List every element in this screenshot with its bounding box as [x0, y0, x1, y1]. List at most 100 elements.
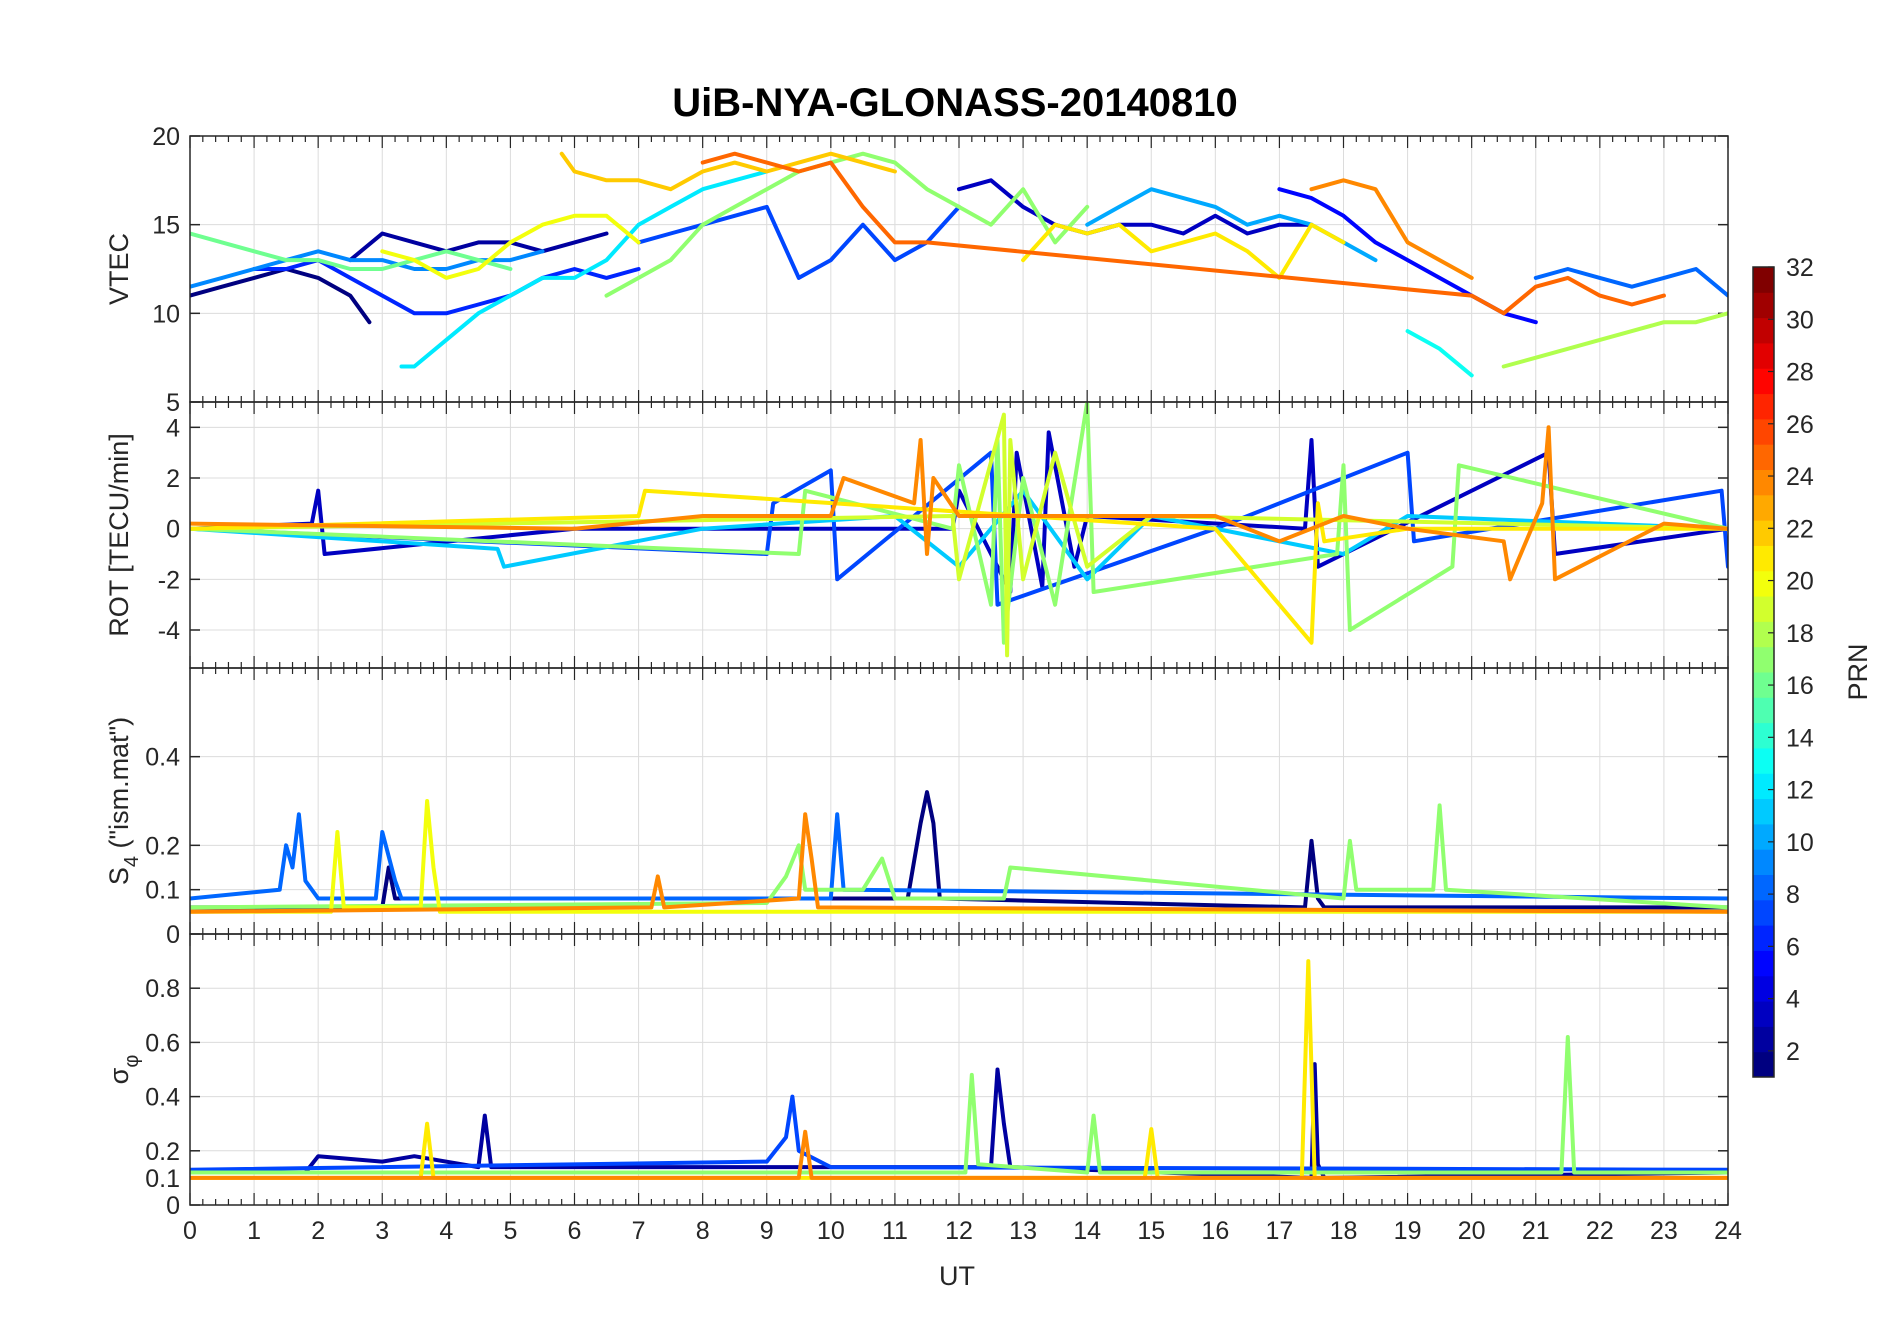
colorbar-tick-label: 32 — [1786, 254, 1814, 282]
y-tick-label: 0.4 — [145, 744, 180, 772]
series-line-prn-24 — [190, 812, 1728, 914]
colorbar-tick-label: 16 — [1786, 672, 1814, 700]
series-line-prn-1 — [190, 790, 1728, 910]
series-line-prn-13 — [1405, 329, 1474, 378]
colorbar-tick-label: 8 — [1786, 881, 1800, 909]
y-tick-label: 0 — [166, 516, 180, 544]
series-line-prn-3 — [190, 430, 1728, 594]
series-line-prn-24 — [1309, 178, 1474, 280]
x-tick-label: 23 — [1650, 1217, 1678, 1245]
panel-s4: 00.10.20.4S4 ("ism.mat") — [104, 667, 1729, 949]
colorbar-tick-label: 18 — [1786, 620, 1814, 648]
colorbar-segment — [1753, 292, 1774, 319]
colorbar-tick-label: 20 — [1786, 568, 1814, 596]
y-axis-label-rest: ("ism.mat") — [104, 717, 134, 856]
y-tick-label: 0.1 — [145, 877, 180, 905]
colorbar-segment — [1753, 494, 1774, 521]
y-tick-label: 5 — [166, 389, 180, 417]
y-tick-label: 2 — [166, 465, 180, 493]
x-tick-label: 7 — [632, 1217, 646, 1245]
series-line-prn-3 — [957, 178, 1314, 236]
y-axis-label-vtec: VTEC — [104, 233, 134, 305]
colorbar-tick-label: 22 — [1786, 515, 1814, 543]
x-tick-label: 10 — [817, 1217, 845, 1245]
x-tick-label: 1 — [247, 1217, 261, 1245]
series-line-prn-8 — [1533, 267, 1728, 298]
colorbar-segment — [1753, 646, 1774, 673]
series-line-prn-11 — [190, 488, 1728, 582]
colorbar-segment — [1753, 317, 1774, 344]
y-tick-label: 15 — [152, 212, 180, 240]
series-line-prn-21 — [190, 959, 1728, 1180]
chart-title: UiB-NYA-GLONASS-20140810 — [672, 81, 1237, 125]
colorbar-segment — [1753, 849, 1774, 875]
colorbar-segment — [1753, 950, 1774, 977]
x-tick-label: 20 — [1458, 1217, 1486, 1245]
x-tick-label: 12 — [945, 1217, 973, 1245]
colorbar-segment — [1753, 773, 1774, 800]
series-line-prn-22 — [559, 151, 897, 192]
x-tick-label: 14 — [1073, 1217, 1101, 1245]
colorbar-segment — [1753, 393, 1774, 420]
y-axis-label-rot: ROT [TECU/min] — [104, 433, 134, 637]
y-tick-label: 0.1 — [145, 1165, 180, 1193]
series-line-prn-17 — [190, 803, 1728, 910]
y-tick-label: 10 — [152, 300, 180, 328]
colorbar-segment — [1753, 925, 1774, 951]
x-tick-label: 17 — [1266, 1217, 1294, 1245]
x-tick-label: 5 — [503, 1217, 517, 1245]
colorbar-segment — [1753, 342, 1774, 369]
x-tick-label: 6 — [568, 1217, 582, 1245]
colorbar-segment — [1753, 444, 1774, 470]
colorbar-segment — [1753, 798, 1774, 825]
colorbar-tick-label: 30 — [1786, 306, 1814, 334]
colorbar-label: PRN — [1843, 643, 1873, 700]
colorbar-segment — [1753, 823, 1774, 850]
series-line-prn-18 — [1501, 311, 1728, 369]
series-line-prn-20 — [380, 213, 641, 280]
colorbar-tick-label: 24 — [1786, 463, 1814, 491]
series-line-prn-21 — [1021, 222, 1346, 280]
colorbar-segment — [1753, 1026, 1774, 1053]
colorbar-segment — [1753, 545, 1774, 572]
x-tick-label: 21 — [1522, 1217, 1550, 1245]
colorbar-segment — [1753, 596, 1774, 622]
x-tick-label: 9 — [760, 1217, 774, 1245]
colorbar-tick-label: 10 — [1786, 829, 1814, 857]
x-tick-label: 24 — [1714, 1217, 1742, 1245]
series-line-prn-12 — [399, 169, 769, 369]
series-line-prn-19 — [190, 412, 1728, 658]
panel-vtec: 5 10 15 20 VTEC — [104, 123, 1729, 417]
colorbar-segment — [1753, 899, 1774, 926]
series-line-prn-2 — [348, 231, 609, 263]
series-line-prn-8 — [190, 812, 1728, 901]
y-tick-label: 0.6 — [145, 1029, 180, 1057]
series-group — [190, 402, 1728, 658]
y-tick-label: -4 — [158, 617, 180, 645]
series-line-prn-24 — [190, 425, 1728, 582]
y-tick-label: -2 — [158, 566, 180, 594]
x-tick-label: 16 — [1201, 1217, 1229, 1245]
colorbar-segment — [1753, 1051, 1774, 1078]
colorbar-segment — [1753, 267, 1774, 293]
series-line-prn-16 — [190, 231, 513, 271]
y-tick-label: 0.4 — [145, 1084, 180, 1112]
colorbar-segment — [1753, 697, 1774, 724]
colorbar-segment — [1753, 975, 1774, 1002]
series-group — [190, 959, 1728, 1180]
x-tick-label: 2 — [311, 1217, 325, 1245]
series-group — [190, 790, 1728, 914]
series-line-prn-25 — [700, 151, 1666, 316]
y-tick-label: 0.2 — [145, 1138, 180, 1166]
colorbar-tick-label: 26 — [1786, 411, 1814, 439]
x-tick-label: 15 — [1137, 1217, 1165, 1245]
colorbar-tick-label: 12 — [1786, 777, 1814, 805]
panel-rot: -4 -2 0 2 4 ROT [TECU/min] — [104, 401, 1729, 669]
series-line-prn-21 — [190, 488, 1728, 645]
panel-frame — [189, 933, 1729, 1206]
y-axis-label-sub: φ — [121, 1055, 143, 1068]
x-tick-label: 22 — [1586, 1217, 1614, 1245]
y-tick-label: 0 — [166, 921, 180, 949]
y-axis-label-s4: S4 ("ism.mat") — [104, 717, 143, 885]
